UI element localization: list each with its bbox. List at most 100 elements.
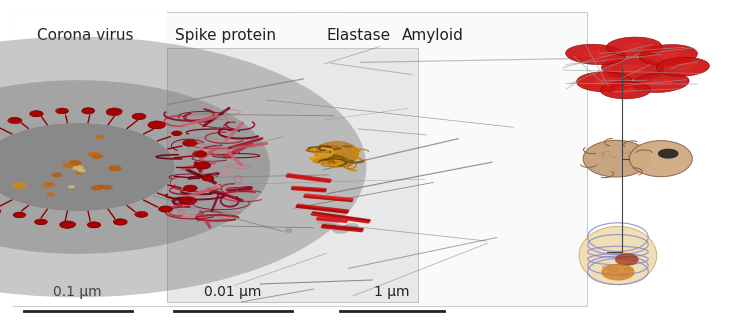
Ellipse shape <box>620 64 645 73</box>
Circle shape <box>180 198 192 204</box>
Circle shape <box>108 109 121 115</box>
Circle shape <box>47 193 55 197</box>
Circle shape <box>7 117 22 124</box>
Ellipse shape <box>623 43 645 51</box>
Ellipse shape <box>324 160 333 164</box>
Ellipse shape <box>584 50 608 58</box>
Circle shape <box>108 165 121 171</box>
Text: 1 μm: 1 μm <box>374 285 410 299</box>
Bar <box>13 12 166 306</box>
Circle shape <box>196 152 205 156</box>
Ellipse shape <box>600 81 650 99</box>
Circle shape <box>88 222 100 227</box>
Circle shape <box>113 219 127 225</box>
Circle shape <box>91 185 103 191</box>
Circle shape <box>12 182 27 189</box>
Circle shape <box>194 162 211 169</box>
Circle shape <box>186 142 195 146</box>
Circle shape <box>91 153 98 156</box>
Circle shape <box>184 185 197 191</box>
Ellipse shape <box>629 141 693 177</box>
Text: Spike protein: Spike protein <box>175 28 276 43</box>
Circle shape <box>91 154 103 159</box>
Circle shape <box>87 222 101 228</box>
Circle shape <box>82 108 94 114</box>
Ellipse shape <box>332 226 349 234</box>
Circle shape <box>136 212 147 217</box>
Circle shape <box>0 124 174 210</box>
Circle shape <box>73 165 84 170</box>
Text: Amyloid: Amyloid <box>402 28 464 43</box>
Circle shape <box>56 108 69 114</box>
Ellipse shape <box>601 264 635 281</box>
Circle shape <box>172 132 181 136</box>
Circle shape <box>114 219 125 224</box>
Text: 0.01 μm: 0.01 μm <box>204 285 262 299</box>
Circle shape <box>132 114 146 120</box>
Bar <box>13 12 587 306</box>
Circle shape <box>52 172 62 177</box>
Ellipse shape <box>342 145 353 148</box>
Circle shape <box>135 211 148 217</box>
Ellipse shape <box>345 223 359 230</box>
Text: 0.1 μm: 0.1 μm <box>53 285 102 299</box>
Circle shape <box>132 113 146 120</box>
Circle shape <box>78 169 86 172</box>
Circle shape <box>0 80 270 254</box>
Circle shape <box>62 163 75 168</box>
Ellipse shape <box>656 57 710 76</box>
Circle shape <box>184 185 198 191</box>
Circle shape <box>178 197 197 205</box>
Bar <box>166 48 418 302</box>
Ellipse shape <box>284 228 292 233</box>
Circle shape <box>183 140 198 146</box>
Circle shape <box>197 163 209 169</box>
Ellipse shape <box>615 253 639 266</box>
Circle shape <box>60 221 75 228</box>
Circle shape <box>0 208 1 214</box>
Circle shape <box>202 176 214 181</box>
Ellipse shape <box>650 78 672 87</box>
Circle shape <box>202 176 214 181</box>
Ellipse shape <box>639 44 697 66</box>
Circle shape <box>42 182 56 188</box>
Circle shape <box>149 122 164 129</box>
Circle shape <box>13 212 25 217</box>
Circle shape <box>107 109 121 116</box>
Ellipse shape <box>323 157 334 159</box>
Ellipse shape <box>658 149 679 159</box>
Circle shape <box>158 206 173 212</box>
Circle shape <box>184 141 195 146</box>
Text: Corona virus: Corona virus <box>37 28 133 43</box>
Ellipse shape <box>336 156 347 160</box>
Ellipse shape <box>576 72 633 92</box>
Circle shape <box>10 118 20 122</box>
Ellipse shape <box>583 140 650 177</box>
Ellipse shape <box>593 78 616 86</box>
Circle shape <box>13 212 26 218</box>
Circle shape <box>35 219 47 224</box>
Circle shape <box>151 122 165 128</box>
Circle shape <box>95 135 104 139</box>
Circle shape <box>159 206 171 212</box>
Ellipse shape <box>565 44 626 65</box>
Ellipse shape <box>615 87 636 94</box>
Ellipse shape <box>314 141 359 166</box>
Circle shape <box>68 160 81 166</box>
Ellipse shape <box>345 160 354 162</box>
Circle shape <box>68 185 75 188</box>
Circle shape <box>204 176 214 181</box>
Circle shape <box>87 152 99 157</box>
Ellipse shape <box>339 156 346 158</box>
Circle shape <box>102 185 113 190</box>
Circle shape <box>137 213 146 217</box>
Circle shape <box>35 219 47 225</box>
Circle shape <box>87 222 101 228</box>
Ellipse shape <box>633 72 689 93</box>
Circle shape <box>196 152 206 156</box>
Circle shape <box>0 37 366 297</box>
Circle shape <box>30 111 43 117</box>
Circle shape <box>148 121 166 129</box>
Ellipse shape <box>579 226 657 285</box>
Circle shape <box>30 111 43 117</box>
